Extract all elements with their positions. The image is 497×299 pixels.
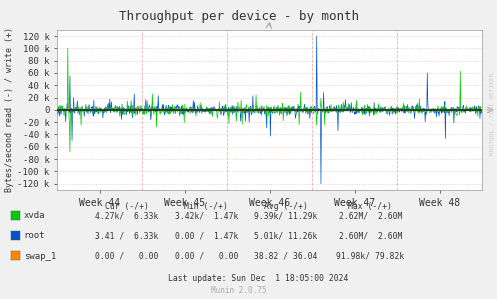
Text: 38.82 / 36.04: 38.82 / 36.04: [254, 252, 318, 261]
Text: Last update: Sun Dec  1 18:05:00 2024: Last update: Sun Dec 1 18:05:00 2024: [168, 274, 348, 283]
Text: Cur (-/+): Cur (-/+): [105, 202, 149, 211]
Text: 3.42k/  1.47k: 3.42k/ 1.47k: [174, 211, 238, 220]
Text: RRDTOOL / TOBI OETIKER: RRDTOOL / TOBI OETIKER: [490, 72, 495, 155]
Text: 5.01k/ 11.26k: 5.01k/ 11.26k: [254, 231, 318, 240]
Text: root: root: [24, 231, 45, 240]
Text: xvda: xvda: [24, 211, 45, 220]
Y-axis label: Bytes/second read (-) / write (+): Bytes/second read (-) / write (+): [5, 28, 14, 192]
Text: Throughput per device - by month: Throughput per device - by month: [119, 10, 358, 23]
Text: 2.62M/  2.60M: 2.62M/ 2.60M: [338, 211, 402, 220]
Text: 0.00 /   0.00: 0.00 / 0.00: [174, 252, 238, 261]
Text: 3.41 /  6.33k: 3.41 / 6.33k: [95, 231, 159, 240]
Text: Avg (-/+): Avg (-/+): [264, 202, 308, 211]
Text: 4.27k/  6.33k: 4.27k/ 6.33k: [95, 211, 159, 220]
Text: 9.39k/ 11.29k: 9.39k/ 11.29k: [254, 211, 318, 220]
Text: 0.00 /  1.47k: 0.00 / 1.47k: [174, 231, 238, 240]
Text: Munin 2.0.75: Munin 2.0.75: [211, 286, 266, 295]
Text: 0.00 /   0.00: 0.00 / 0.00: [95, 252, 159, 261]
Text: Max (-/+): Max (-/+): [348, 202, 392, 211]
Text: Min (-/+): Min (-/+): [184, 202, 228, 211]
Text: swap_1: swap_1: [24, 252, 56, 261]
Text: 2.60M/  2.60M: 2.60M/ 2.60M: [338, 231, 402, 240]
Text: 91.98k/ 79.82k: 91.98k/ 79.82k: [336, 252, 405, 261]
